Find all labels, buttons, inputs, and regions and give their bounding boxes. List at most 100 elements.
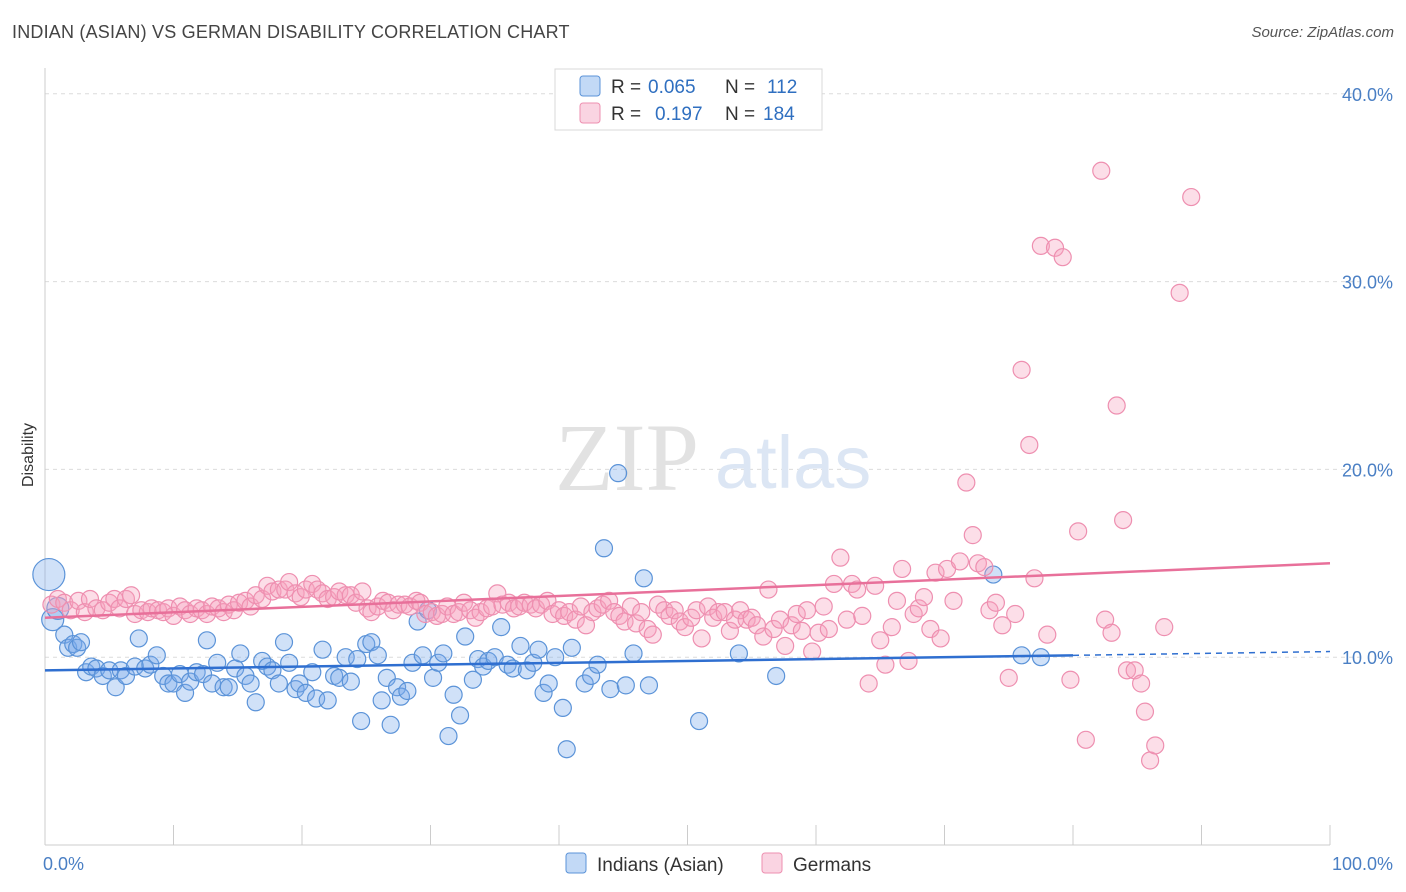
y-tick-label: 20.0% [1342, 460, 1393, 480]
point-indians-asian [609, 464, 628, 483]
point-indians-asian [557, 740, 576, 759]
point-indians-asian [463, 670, 483, 689]
point-indians-asian [450, 706, 470, 725]
point-indians-asian [539, 674, 558, 693]
point-germans [876, 655, 895, 674]
point-germans [999, 668, 1018, 687]
point-germans [61, 601, 80, 620]
bottom-legend-label-blue: Indians (Asian) [597, 855, 724, 876]
point-indians-asian [689, 711, 709, 731]
trend-lines [44, 562, 1331, 672]
point-germans [770, 610, 790, 629]
point-germans [69, 591, 88, 610]
point-indians-asian [534, 683, 553, 702]
point-germans [1053, 248, 1072, 267]
point-germans [754, 627, 773, 646]
point-indians-asian [313, 640, 332, 659]
point-germans [1102, 623, 1121, 642]
point-germans [993, 616, 1012, 635]
bottom-legend-swatch-pink [761, 852, 783, 874]
point-germans [931, 629, 950, 648]
point-germans [560, 603, 579, 622]
point-germans [600, 591, 619, 610]
point-germans [709, 603, 728, 622]
point-germans [1135, 702, 1155, 721]
point-germans [1132, 674, 1151, 693]
point-germans [670, 612, 689, 631]
scatter-points [32, 161, 1201, 770]
point-indians-asian [456, 627, 475, 646]
point-indians-asian [214, 678, 233, 697]
legend-r-label-1: R = [611, 77, 641, 98]
point-indians-asian [439, 726, 458, 746]
point-indians-asian [562, 638, 581, 657]
point-germans [1140, 751, 1160, 770]
point-indians-asian [330, 668, 349, 687]
point-germans [704, 608, 723, 627]
point-germans [759, 580, 778, 599]
legend-swatch-blue [579, 75, 601, 97]
legend-r-label-2: R = [611, 104, 641, 125]
point-indians-asian [318, 691, 337, 710]
point-germans [1038, 625, 1057, 644]
point-indians-asian [729, 644, 749, 663]
point-germans [975, 557, 994, 577]
point-indians-asian [241, 674, 260, 693]
point-germans [892, 559, 912, 579]
point-germans [887, 591, 907, 610]
point-germans [859, 674, 878, 693]
point-indians-asian [381, 715, 400, 734]
point-germans [944, 591, 963, 610]
point-germans [871, 631, 890, 650]
point-germans [1114, 510, 1133, 530]
point-indians-asian [372, 691, 391, 710]
point-indians-asian [767, 666, 786, 686]
point-indians-asian [219, 678, 238, 697]
point-indians-asian [303, 663, 322, 682]
point-indians-asian [368, 646, 387, 665]
gridlines [45, 93, 1365, 658]
point-indians-asian [575, 674, 594, 693]
point-germans [720, 621, 740, 641]
point-indians-asian [274, 633, 294, 652]
point-indians-asian [32, 557, 66, 592]
point-indians-asian [269, 674, 288, 693]
point-indians-asian [387, 678, 407, 697]
point-germans [621, 597, 641, 616]
bottom-legend: Indians (Asian) Germans [565, 852, 871, 876]
point-indians-asian [529, 640, 548, 659]
point-germans [1117, 661, 1137, 680]
point-indians-asian [511, 636, 530, 656]
point-germans [1020, 435, 1039, 455]
y-tick-label: 40.0% [1342, 85, 1393, 105]
point-indians-asian [639, 676, 659, 695]
chart-title: INDIAN (ASIAN) VS GERMAN DISABILITY CORR… [12, 22, 570, 42]
point-germans [1170, 283, 1189, 302]
point-germans [615, 612, 634, 631]
legend-r-value-2: 0.197 [655, 104, 703, 125]
point-germans [803, 642, 822, 661]
point-indians-asian [423, 668, 443, 687]
watermark-zip: ZIP [555, 404, 699, 511]
point-germans [797, 601, 817, 620]
point-indians-asian [307, 689, 326, 708]
point-indians-asian [429, 653, 448, 672]
point-germans [909, 599, 928, 618]
point-indians-asian [588, 655, 607, 674]
point-germans [698, 597, 718, 616]
point-germans [776, 636, 795, 656]
point-germans [692, 629, 711, 648]
point-germans [1025, 569, 1044, 588]
point-germans [1076, 730, 1095, 749]
point-germans [660, 606, 679, 625]
point-germans [1031, 236, 1050, 256]
point-indians-asian [106, 678, 125, 697]
point-indians-asian [147, 646, 166, 665]
point-indians-asian [413, 646, 432, 665]
point-indians-asian [624, 644, 643, 663]
point-germans [389, 595, 408, 614]
point-germans [80, 589, 100, 609]
trend-line-indians-asian [44, 654, 1074, 672]
point-indians-asian [517, 661, 536, 680]
point-indians-asian [348, 649, 367, 669]
